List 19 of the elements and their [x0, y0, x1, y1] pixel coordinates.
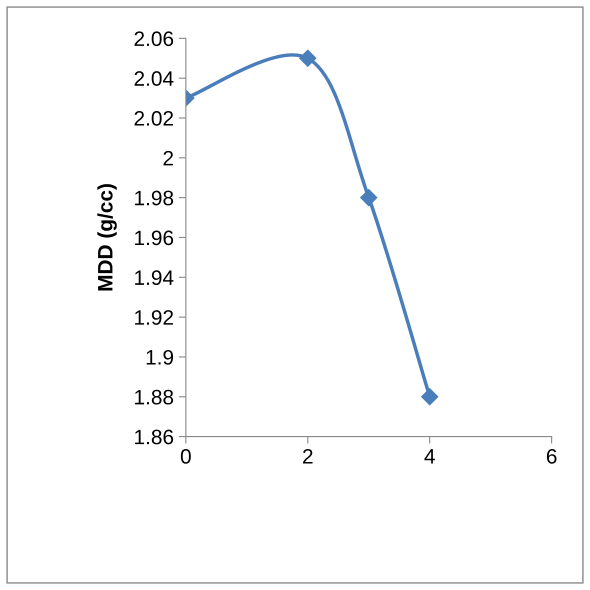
y-tick-label: 2: [164, 150, 173, 166]
y-tick-label: 1.9: [146, 350, 174, 365]
y-tick-label: 1.86: [135, 430, 174, 444]
x-tick-label: 4: [424, 449, 435, 464]
y-tick-label: 2.04: [134, 71, 174, 86]
y-axis-title: MDD (g/cc): [97, 184, 117, 290]
y-tick-label: 2.02: [134, 111, 173, 126]
y-tick-label: 1.88: [135, 390, 174, 405]
point: [421, 388, 438, 406]
x-tick-label: 0: [180, 448, 191, 464]
y-tick-label: 1.98: [135, 190, 174, 206]
y-tick-label: 1.94: [135, 270, 174, 286]
y-tick-label: 1.96: [135, 230, 174, 246]
point: [299, 50, 316, 67]
y-tick-label: 1.92: [135, 310, 173, 325]
x-tick-label: 2: [303, 448, 313, 464]
point: [360, 189, 378, 206]
x-tick-label: 6: [546, 448, 557, 464]
y-tick-label: 2.06: [134, 31, 174, 46]
